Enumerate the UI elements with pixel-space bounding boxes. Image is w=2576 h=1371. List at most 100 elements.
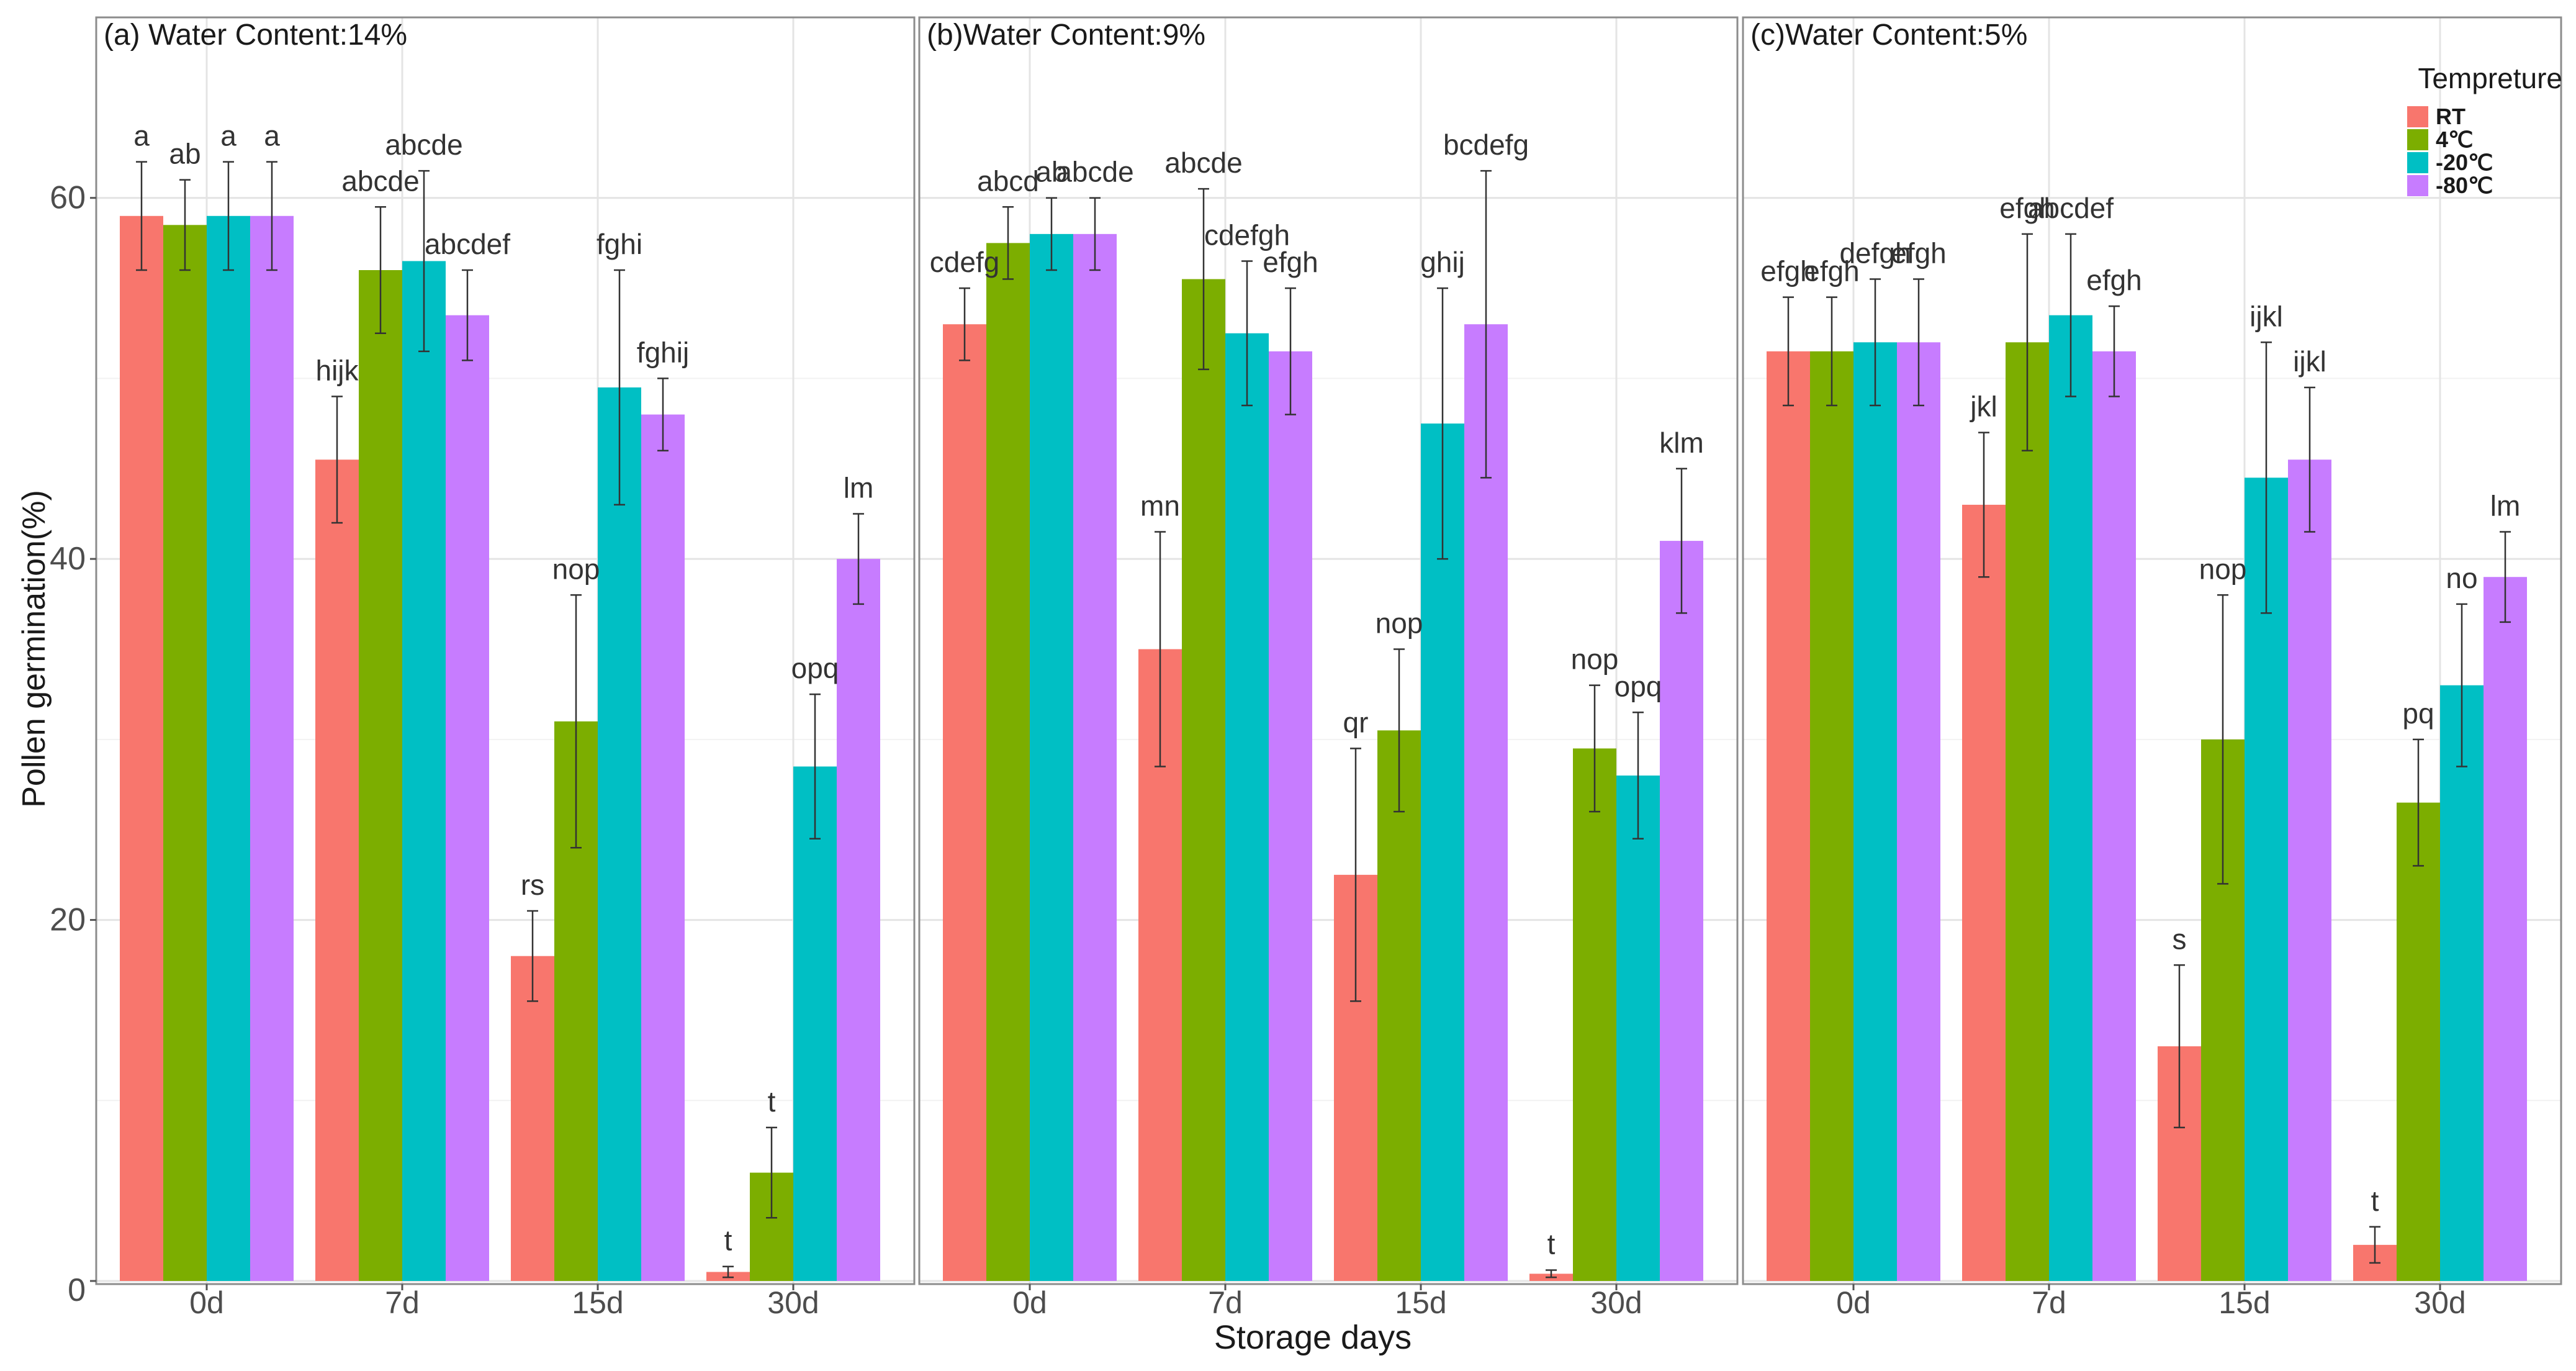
bar bbox=[1225, 333, 1269, 1281]
x-tick-label: 15d bbox=[572, 1285, 623, 1320]
x-tick-label: 15d bbox=[1395, 1285, 1446, 1320]
bar bbox=[359, 270, 402, 1281]
panel-title: (b)Water Content:9% bbox=[927, 19, 1205, 52]
significance-label: defgh bbox=[1839, 237, 1911, 269]
significance-label: no bbox=[2446, 562, 2477, 594]
x-tick-label: 0d bbox=[1012, 1285, 1047, 1320]
significance-label: a bbox=[264, 120, 280, 152]
x-tick-label: 7d bbox=[385, 1285, 420, 1320]
significance-label: ab bbox=[169, 138, 200, 170]
significance-label: abcde bbox=[385, 129, 462, 161]
bar bbox=[207, 215, 250, 1282]
bar bbox=[315, 459, 359, 1281]
significance-label: abcd bbox=[977, 165, 1039, 197]
bar bbox=[402, 261, 446, 1281]
x-tick-label: 7d bbox=[2032, 1285, 2066, 1320]
significance-label: efgh bbox=[1263, 246, 1318, 278]
significance-label: t bbox=[768, 1085, 776, 1118]
significance-label: mn bbox=[1140, 490, 1180, 522]
significance-label: bcdefg bbox=[1443, 129, 1529, 161]
bar bbox=[446, 315, 489, 1281]
bar bbox=[1810, 351, 1853, 1281]
significance-label: fghij bbox=[637, 336, 689, 368]
legend-title: Tempreture bbox=[2418, 62, 2562, 94]
significance-label: a bbox=[133, 120, 150, 152]
panel-frame bbox=[918, 16, 1739, 1285]
y-tick-label: 20 bbox=[50, 902, 86, 938]
bar bbox=[163, 225, 207, 1282]
significance-label: efgh bbox=[1891, 237, 1947, 269]
bar bbox=[1030, 233, 1073, 1281]
significance-label: ab bbox=[1035, 156, 1067, 188]
bar bbox=[2397, 802, 2440, 1281]
significance-label: cdefg bbox=[930, 246, 1000, 278]
bar bbox=[1616, 776, 1660, 1281]
bar bbox=[1660, 541, 1703, 1281]
y-axis-title: Pollen germination(%) bbox=[16, 490, 52, 808]
x-tick-label: 0d bbox=[189, 1285, 224, 1320]
bar bbox=[641, 414, 685, 1281]
significance-label: nop bbox=[1376, 607, 1423, 640]
bar bbox=[250, 215, 294, 1282]
significance-label: t bbox=[2371, 1185, 2379, 1217]
significance-label: t bbox=[1547, 1228, 1556, 1260]
legend-swatch bbox=[2407, 129, 2428, 150]
significance-label: pq bbox=[2402, 697, 2434, 730]
x-tick-label: 30d bbox=[1590, 1285, 1642, 1320]
bar bbox=[1573, 748, 1616, 1281]
x-tick-label: 30d bbox=[767, 1285, 819, 1320]
bar bbox=[1853, 342, 1897, 1282]
significance-label: abcde bbox=[1056, 156, 1133, 188]
bar bbox=[1897, 342, 1940, 1282]
significance-label: nop bbox=[2199, 553, 2247, 585]
significance-label: t bbox=[724, 1224, 732, 1257]
bar bbox=[2288, 459, 2331, 1281]
legend-swatch bbox=[2407, 152, 2428, 173]
bar bbox=[511, 956, 554, 1281]
bar bbox=[793, 766, 837, 1281]
bar bbox=[120, 215, 163, 1282]
bar bbox=[1767, 351, 1810, 1281]
bar bbox=[1962, 504, 2006, 1281]
significance-label: klm bbox=[1659, 427, 1704, 459]
bar bbox=[837, 559, 880, 1282]
bar bbox=[1377, 730, 1421, 1281]
significance-label: abcde bbox=[341, 165, 419, 197]
bar bbox=[986, 243, 1030, 1282]
legend-label: -80℃ bbox=[2436, 173, 2493, 198]
bar bbox=[1421, 423, 1464, 1281]
legend-label: 4℃ bbox=[2436, 127, 2473, 152]
significance-label: opq bbox=[1615, 670, 1662, 702]
significance-label: abcdef bbox=[2028, 192, 2114, 224]
x-tick-label: 7d bbox=[1208, 1285, 1243, 1320]
bar bbox=[1269, 351, 1312, 1281]
bar bbox=[2440, 685, 2484, 1281]
bar bbox=[598, 387, 641, 1281]
panel-frame bbox=[95, 16, 916, 1285]
panel-title: (c)Water Content:5% bbox=[1750, 19, 2027, 52]
significance-label: efgh bbox=[1804, 255, 1860, 287]
bar bbox=[1464, 324, 1508, 1281]
y-tick-label: 0 bbox=[68, 1272, 86, 1308]
x-tick-label: 15d bbox=[2218, 1285, 2270, 1320]
significance-label: efgh bbox=[1760, 255, 1816, 287]
panel-frame bbox=[1742, 16, 2562, 1285]
x-tick-label: 0d bbox=[1836, 1285, 1871, 1320]
significance-label: a bbox=[220, 120, 236, 152]
significance-label: abcde bbox=[1164, 147, 1242, 179]
significance-label: nop bbox=[552, 553, 600, 585]
significance-label: hijk bbox=[315, 355, 359, 387]
significance-label: nop bbox=[1571, 643, 1619, 676]
significance-label: cdefgh bbox=[1204, 219, 1290, 251]
significance-label: efgh bbox=[2086, 264, 2142, 296]
bar bbox=[2092, 351, 2136, 1281]
legend-swatch bbox=[2407, 175, 2428, 196]
bar bbox=[2484, 577, 2527, 1281]
significance-label: s bbox=[2173, 923, 2187, 955]
x-axis-title: Storage days bbox=[1214, 1319, 1412, 1356]
significance-label: abcdef bbox=[425, 228, 510, 260]
significance-label: ghij bbox=[1420, 246, 1465, 278]
legend-swatch bbox=[2407, 106, 2428, 127]
